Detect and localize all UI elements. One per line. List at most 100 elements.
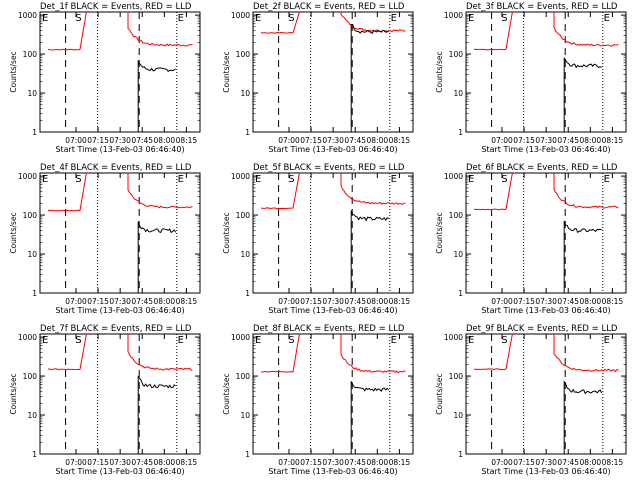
x-axis-label: Start Time (13-Feb-03 06:46:40)	[481, 306, 610, 315]
events-series	[350, 23, 389, 132]
marker-label: E	[255, 335, 261, 346]
y-tick-label: 10	[453, 89, 463, 98]
x-tick-label: 08:15	[602, 458, 624, 467]
plot-panel: Det_5f BLACK = Events, RED = LLD 1 10 100 10…	[222, 163, 414, 315]
events-series	[137, 221, 177, 293]
y-axis-label: Counts/sec	[9, 51, 18, 92]
y-tick-label: 1	[245, 128, 250, 137]
x-tick-label: 08:15	[176, 297, 198, 306]
x-tick-label: 08:00	[154, 297, 176, 306]
x-tick-label: 08:15	[389, 297, 411, 306]
x-tick-label: 07:00	[65, 458, 87, 467]
marker-label: E	[255, 174, 261, 185]
x-tick-label: 07:15	[300, 458, 322, 467]
x-tick-label: 07:45	[344, 458, 366, 467]
x-tick-label: 08:00	[367, 458, 389, 467]
marker-label: S	[501, 174, 507, 185]
plot-title: Det_1f BLACK = Events, RED = LLD	[40, 2, 192, 12]
x-tick-label: 07:15	[513, 458, 535, 467]
marker-label: S	[288, 174, 294, 185]
lld-series	[127, 173, 193, 209]
x-tick-label: 07:30	[535, 136, 557, 145]
plot-title: Det_2f BLACK = Events, RED = LLD	[253, 2, 405, 12]
lld-series	[260, 11, 300, 34]
x-axis-label: Start Time (13-Feb-03 06:46:40)	[55, 306, 184, 315]
marker-label: S	[75, 335, 81, 346]
x-axis-label: Start Time (13-Feb-03 06:46:40)	[268, 145, 397, 154]
y-tick-label: 1000	[18, 333, 37, 342]
x-tick-label: 07:30	[109, 136, 131, 145]
x-tick-label: 07:00	[65, 297, 87, 306]
y-tick-label: 1	[245, 450, 250, 459]
marker-label: S	[288, 335, 294, 346]
events-series	[350, 210, 389, 293]
plot-panel: Det_8f BLACK = Events, RED = LLD 1 10 100 10…	[222, 324, 414, 476]
x-axis-label: Start Time (13-Feb-03 06:46:40)	[481, 145, 610, 154]
x-tick-label: 08:15	[389, 136, 411, 145]
x-tick-label: 07:15	[87, 458, 109, 467]
y-axis-label: Counts/sec	[222, 51, 231, 92]
x-tick-label: 08:00	[154, 458, 176, 467]
x-tick-label: 08:15	[602, 297, 624, 306]
lld-series	[553, 173, 619, 209]
marker-label: E	[178, 335, 184, 346]
lld-series	[340, 334, 406, 374]
y-tick-label: 1000	[444, 172, 463, 181]
x-tick-label: 07:30	[109, 297, 131, 306]
events-series	[350, 381, 390, 454]
events-series	[563, 220, 602, 293]
y-tick-label: 100	[236, 372, 251, 381]
marker-label: E	[178, 174, 184, 185]
y-tick-label: 1000	[231, 333, 250, 342]
x-tick-label: 07:30	[535, 458, 557, 467]
x-tick-label: 07:15	[300, 136, 322, 145]
lld-series	[553, 334, 619, 372]
marker-label: E	[391, 13, 397, 24]
marker-label: E	[468, 13, 474, 24]
plot-title: Det_9f BLACK = Events, RED = LLD	[466, 324, 618, 334]
plot-panel: Det_7f BLACK = Events, RED = LLD 1 10 100 10…	[9, 324, 201, 476]
x-tick-label: 08:15	[389, 458, 411, 467]
y-axis-label: Counts/sec	[9, 212, 18, 253]
x-tick-label: 07:15	[87, 136, 109, 145]
plot-title: Det_3f BLACK = Events, RED = LLD	[466, 2, 618, 12]
y-tick-label: 10	[453, 250, 463, 259]
lld-series	[340, 173, 406, 205]
x-tick-label: 07:30	[535, 297, 557, 306]
y-axis-label: Counts/sec	[222, 212, 231, 253]
x-axis-label: Start Time (13-Feb-03 06:46:40)	[481, 467, 610, 476]
x-tick-label: 07:00	[491, 136, 513, 145]
y-axis-label: Counts/sec	[9, 373, 18, 414]
marker-label: S	[501, 335, 507, 346]
x-tick-label: 08:00	[580, 458, 602, 467]
marker-label: E	[604, 335, 610, 346]
marker-label: E	[391, 335, 397, 346]
x-tick-label: 07:00	[65, 136, 87, 145]
x-tick-label: 07:45	[557, 297, 579, 306]
y-tick-label: 100	[23, 372, 38, 381]
events-series	[563, 380, 603, 454]
x-tick-label: 07:15	[513, 297, 535, 306]
marker-label: E	[391, 174, 397, 185]
x-tick-label: 07:15	[87, 297, 109, 306]
plot-panel: Det_3f BLACK = Events, RED = LLD 1 10 100 10…	[435, 2, 627, 154]
x-tick-label: 08:15	[602, 136, 624, 145]
x-tick-label: 08:00	[154, 136, 176, 145]
marker-label: S	[75, 13, 81, 24]
plot-frame	[39, 172, 201, 294]
plot-panel: Det_4f BLACK = Events, RED = LLD 1 10 100 10…	[9, 163, 201, 315]
y-tick-label: 1000	[18, 172, 37, 181]
y-tick-label: 10	[453, 411, 463, 420]
y-tick-label: 1000	[444, 11, 463, 20]
y-tick-label: 100	[449, 211, 464, 220]
y-tick-label: 1	[32, 450, 37, 459]
plot-frame	[39, 11, 201, 133]
plot-frame	[465, 11, 627, 133]
y-tick-label: 1000	[444, 333, 463, 342]
x-tick-label: 07:00	[278, 136, 300, 145]
plot-panel: Det_1f BLACK = Events, RED = LLD 1 10 100 10…	[9, 2, 201, 154]
x-tick-label: 07:45	[131, 458, 153, 467]
y-axis-label: Counts/sec	[222, 373, 231, 414]
plot-title: Det_4f BLACK = Events, RED = LLD	[40, 163, 192, 173]
y-tick-label: 1	[458, 128, 463, 137]
